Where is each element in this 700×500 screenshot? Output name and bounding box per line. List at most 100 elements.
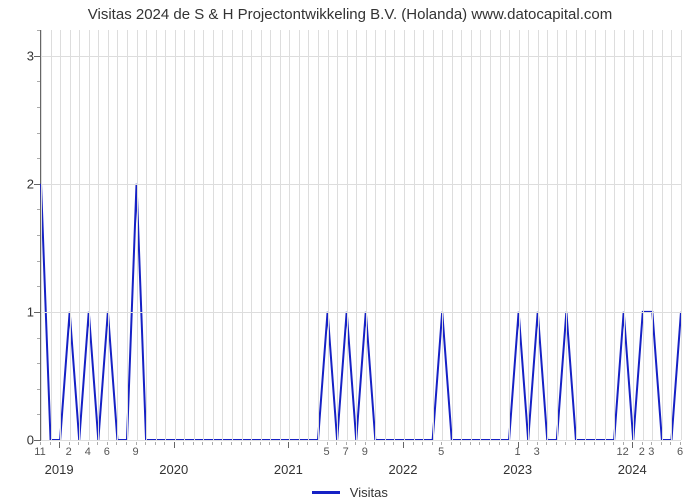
grid-line-v (194, 30, 195, 440)
x-minor-tick (537, 442, 538, 445)
x-minor-tick (202, 442, 203, 445)
grid-line-v (452, 30, 453, 440)
x-minor-tick (97, 442, 98, 445)
x-minor-tick (327, 442, 328, 445)
grid-line-v (614, 30, 615, 440)
grid-line-v (60, 30, 61, 440)
grid-line-v (41, 30, 42, 440)
grid-line-v (662, 30, 663, 440)
grid-line-v (146, 30, 147, 440)
x-minor-tick (384, 442, 385, 445)
grid-line-v (175, 30, 176, 440)
x-minor-tick (107, 442, 108, 445)
x-minor-tick (241, 442, 242, 445)
grid-line-v (289, 30, 290, 440)
x-minor-tick (250, 442, 251, 445)
x-minor-tick (231, 442, 232, 445)
grid-line-v (490, 30, 491, 440)
x-minor-tick (145, 442, 146, 445)
grid-line-v (643, 30, 644, 440)
x-minor-tick (212, 442, 213, 445)
grid-line-v (98, 30, 99, 440)
x-minor-tick (441, 442, 442, 445)
x-minor-tick (556, 442, 557, 445)
x-minor-tick (164, 442, 165, 445)
x-minor-tick (413, 442, 414, 445)
x-minor-tick (460, 442, 461, 445)
visits-line-chart: Visitas 2024 de S & H Projectontwikkelin… (0, 0, 700, 500)
x-minor-label: 2 (66, 446, 72, 458)
grid-line-v (633, 30, 634, 440)
grid-line-v (89, 30, 90, 440)
grid-line-v (557, 30, 558, 440)
legend: Visitas (0, 484, 700, 500)
x-minor-label: 11 (34, 446, 45, 458)
grid-line-v (117, 30, 118, 440)
x-minor-tick (355, 442, 356, 445)
x-minor-tick (116, 442, 117, 445)
x-minor-tick (642, 442, 643, 445)
x-minor-tick (88, 442, 89, 445)
x-minor-tick (317, 442, 318, 445)
x-major-label: 2021 (274, 462, 303, 477)
grid-line-v (652, 30, 653, 440)
grid-line-v (318, 30, 319, 440)
x-minor-tick (336, 442, 337, 445)
grid-line-v (423, 30, 424, 440)
grid-line-v (232, 30, 233, 440)
x-minor-tick (40, 442, 41, 445)
x-minor-label: 5 (438, 446, 444, 458)
x-minor-tick (661, 442, 662, 445)
x-major-tick (59, 442, 60, 448)
grid-line-v (127, 30, 128, 440)
grid-line-v (433, 30, 434, 440)
x-major-label: 2022 (389, 462, 418, 477)
x-minor-tick (69, 442, 70, 445)
x-minor-tick (651, 442, 652, 445)
grid-line-v (261, 30, 262, 440)
grid-line-v (51, 30, 52, 440)
grid-line-v (242, 30, 243, 440)
x-minor-tick (260, 442, 261, 445)
x-major-label: 2020 (159, 462, 188, 477)
x-minor-tick (575, 442, 576, 445)
x-minor-tick (365, 442, 366, 445)
x-minor-tick (451, 442, 452, 445)
grid-line-v (156, 30, 157, 440)
grid-line-v (624, 30, 625, 440)
x-minor-tick (126, 442, 127, 445)
x-minor-label: 5 (324, 446, 330, 458)
grid-line-v (137, 30, 138, 440)
grid-line-v (681, 30, 682, 440)
grid-line-v (213, 30, 214, 440)
grid-line-v (375, 30, 376, 440)
x-minor-tick (623, 442, 624, 445)
grid-line-v (184, 30, 185, 440)
grid-line-v (251, 30, 252, 440)
y-tick-label: 1 (4, 304, 34, 319)
grid-line-v (566, 30, 567, 440)
grid-line-v (585, 30, 586, 440)
x-minor-label: 6 (677, 446, 683, 458)
x-minor-label: 9 (362, 446, 368, 458)
x-major-tick (632, 442, 633, 448)
x-minor-tick (432, 442, 433, 445)
x-minor-tick (499, 442, 500, 445)
y-tick-label: 2 (4, 176, 34, 191)
grid-line-v (547, 30, 548, 440)
x-minor-tick (594, 442, 595, 445)
x-minor-tick (546, 442, 547, 445)
x-minor-tick (50, 442, 51, 445)
y-tick-label: 3 (4, 48, 34, 63)
x-minor-label: 4 (85, 446, 91, 458)
grid-line-v (222, 30, 223, 440)
grid-line-v (366, 30, 367, 440)
grid-line-v (471, 30, 472, 440)
x-major-label: 2023 (503, 462, 532, 477)
grid-line-v (595, 30, 596, 440)
grid-line-v (404, 30, 405, 440)
x-minor-label: 6 (104, 446, 110, 458)
grid-line-v (576, 30, 577, 440)
x-minor-tick (670, 442, 671, 445)
grid-line-v (308, 30, 309, 440)
